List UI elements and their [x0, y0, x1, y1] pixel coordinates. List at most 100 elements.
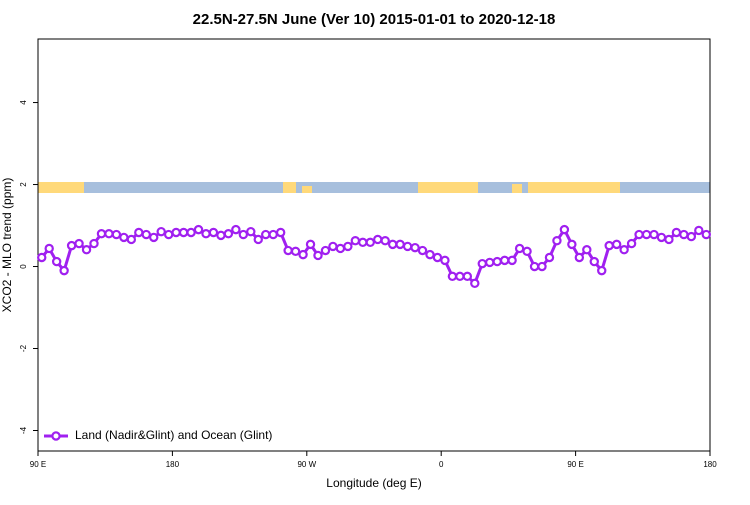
point	[186, 227, 196, 238]
land	[418, 182, 478, 193]
x-tick-label: 180	[166, 460, 180, 469]
point	[59, 265, 69, 276]
point	[410, 242, 420, 253]
y-axis-label: XCO2 - MLO trend (ppm)	[0, 178, 14, 313]
point	[343, 241, 353, 252]
point	[313, 250, 323, 261]
point	[514, 243, 525, 254]
point	[66, 240, 77, 251]
point	[81, 245, 92, 255]
ocean	[38, 182, 710, 193]
point	[589, 256, 599, 267]
land	[38, 182, 84, 193]
point	[559, 224, 570, 235]
point	[425, 249, 435, 260]
point	[163, 229, 174, 240]
y-tick-label: 0	[19, 264, 28, 269]
x-axis-label: Longitude (deg E)	[326, 476, 421, 490]
point	[104, 229, 114, 239]
point	[216, 230, 226, 241]
point	[223, 229, 234, 239]
point	[320, 245, 331, 256]
point	[253, 234, 263, 245]
x-tick-label: 90 E	[30, 460, 46, 469]
point	[634, 229, 644, 240]
land	[512, 184, 522, 193]
point	[567, 239, 577, 250]
point	[275, 227, 286, 238]
point	[298, 249, 308, 260]
point	[111, 229, 122, 240]
point	[373, 234, 383, 245]
point	[171, 227, 181, 238]
point	[455, 271, 465, 282]
point	[507, 255, 517, 266]
point	[582, 245, 592, 255]
land	[528, 182, 620, 193]
point	[649, 229, 659, 240]
point	[522, 246, 532, 257]
point	[679, 229, 689, 240]
plot-frame	[37, 38, 711, 452]
point	[51, 256, 62, 267]
point	[74, 238, 84, 249]
y-tick-label: 2	[19, 182, 28, 187]
point	[626, 238, 637, 249]
point	[156, 226, 166, 237]
point	[208, 227, 219, 238]
point	[402, 241, 413, 252]
point	[656, 232, 667, 243]
point	[96, 229, 107, 239]
point	[126, 234, 137, 245]
point	[193, 224, 204, 235]
x-tick-label: 0	[439, 460, 444, 469]
land	[302, 186, 312, 193]
point	[694, 225, 704, 236]
point	[335, 243, 346, 254]
point	[365, 237, 375, 248]
point	[417, 245, 428, 256]
point	[119, 232, 129, 243]
point	[499, 255, 510, 266]
point	[529, 261, 540, 272]
point	[686, 231, 697, 242]
y-tick-label: -4	[19, 426, 28, 434]
point	[37, 252, 47, 263]
point	[492, 256, 502, 267]
point	[328, 241, 338, 252]
legend-label: Land (Nadir&Glint) and Ocean (Glint)	[75, 428, 272, 442]
point	[604, 240, 614, 251]
point	[485, 257, 495, 268]
point	[597, 265, 607, 276]
point	[574, 252, 585, 263]
point	[290, 246, 301, 257]
y-tick-label: -2	[19, 344, 28, 352]
point	[447, 271, 458, 282]
point	[619, 245, 629, 255]
point	[470, 278, 480, 289]
point	[201, 229, 211, 239]
point	[552, 235, 562, 246]
point	[395, 239, 405, 250]
point	[477, 258, 487, 269]
point	[44, 243, 54, 254]
point	[283, 245, 293, 256]
point	[89, 238, 99, 249]
map-strip	[38, 182, 710, 193]
point	[261, 229, 271, 240]
point	[432, 252, 443, 263]
point	[387, 239, 398, 250]
point	[664, 234, 674, 245]
point	[246, 226, 256, 237]
point	[305, 239, 316, 250]
y-tick-label: 4	[19, 100, 28, 105]
point	[134, 227, 144, 238]
point	[671, 227, 682, 238]
point	[462, 271, 473, 282]
point	[380, 235, 390, 246]
land	[283, 182, 296, 193]
x-tick-label: 180	[703, 460, 717, 469]
point	[149, 232, 159, 243]
